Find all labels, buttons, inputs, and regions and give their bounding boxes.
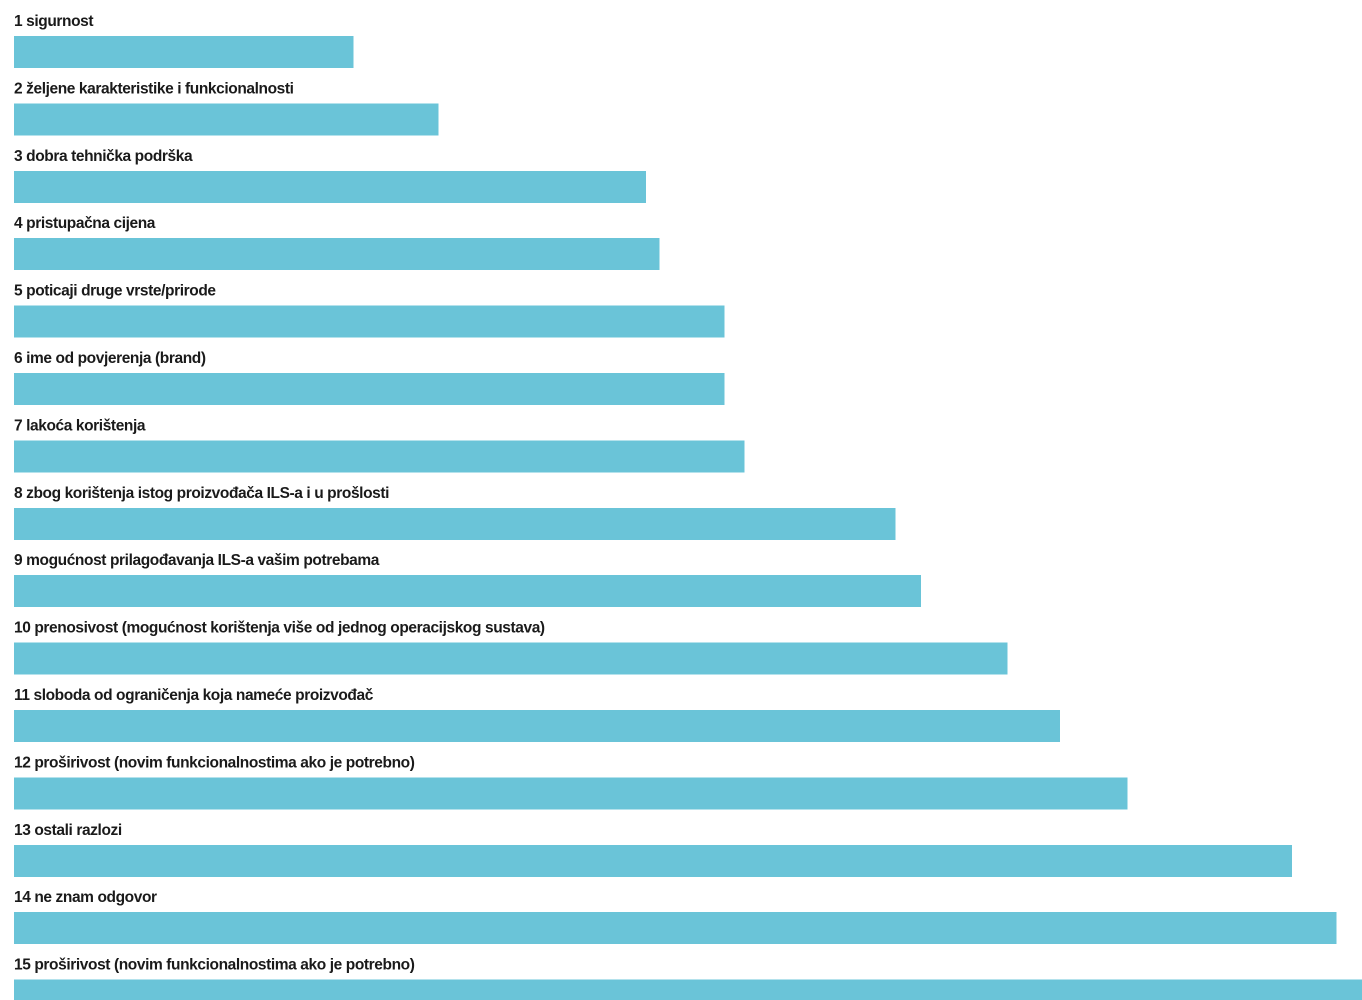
bar [14, 979, 1362, 1000]
bar [14, 507, 896, 540]
category-label: 11 sloboda od ograničenja koja nameće pr… [14, 687, 374, 704]
bar [14, 844, 1292, 877]
category-label: 4 pristupačna cijena [14, 215, 156, 232]
category-label: 6 ime od povjerenja (brand) [14, 350, 206, 367]
bar [14, 373, 725, 405]
bar [14, 710, 1060, 742]
category-label: 10 prenosivost (mogućnost korištenja viš… [14, 620, 545, 637]
category-label: 13 ostali razlozi [14, 822, 122, 839]
bar [14, 777, 1128, 810]
bar [14, 912, 1337, 945]
bar [14, 103, 439, 136]
category-label: 3 dobra tehnička podrška [14, 148, 193, 165]
category-label: 14 ne znam odgovor [14, 889, 157, 906]
category-label: 7 lakoća korištenja [14, 417, 146, 434]
bar [14, 170, 647, 203]
category-label: 12 proširivost (novim funkcionalnostima … [14, 754, 415, 771]
bar [14, 440, 745, 473]
category-label: 8 zbog korištenja istog proizvođača ILS-… [14, 485, 389, 502]
bar [14, 305, 725, 338]
bar [14, 238, 660, 271]
category-label: 1 sigurnost [14, 13, 93, 30]
category-label: 2 željene karakteristike i funkcionalnos… [14, 80, 294, 97]
category-label: 5 poticaji druge vrste/prirode [14, 283, 216, 300]
category-label: 9 mogućnost prilagođavanja ILS-a vašim p… [14, 552, 380, 569]
bar [14, 575, 922, 608]
bar [14, 642, 1008, 675]
category-label: 15 proširivost (novim funkcionalnostima … [14, 957, 415, 974]
bar [14, 36, 354, 68]
bar-rows: 1 sigurnost 2 željene karakteristike i fu… [14, 13, 1362, 1000]
